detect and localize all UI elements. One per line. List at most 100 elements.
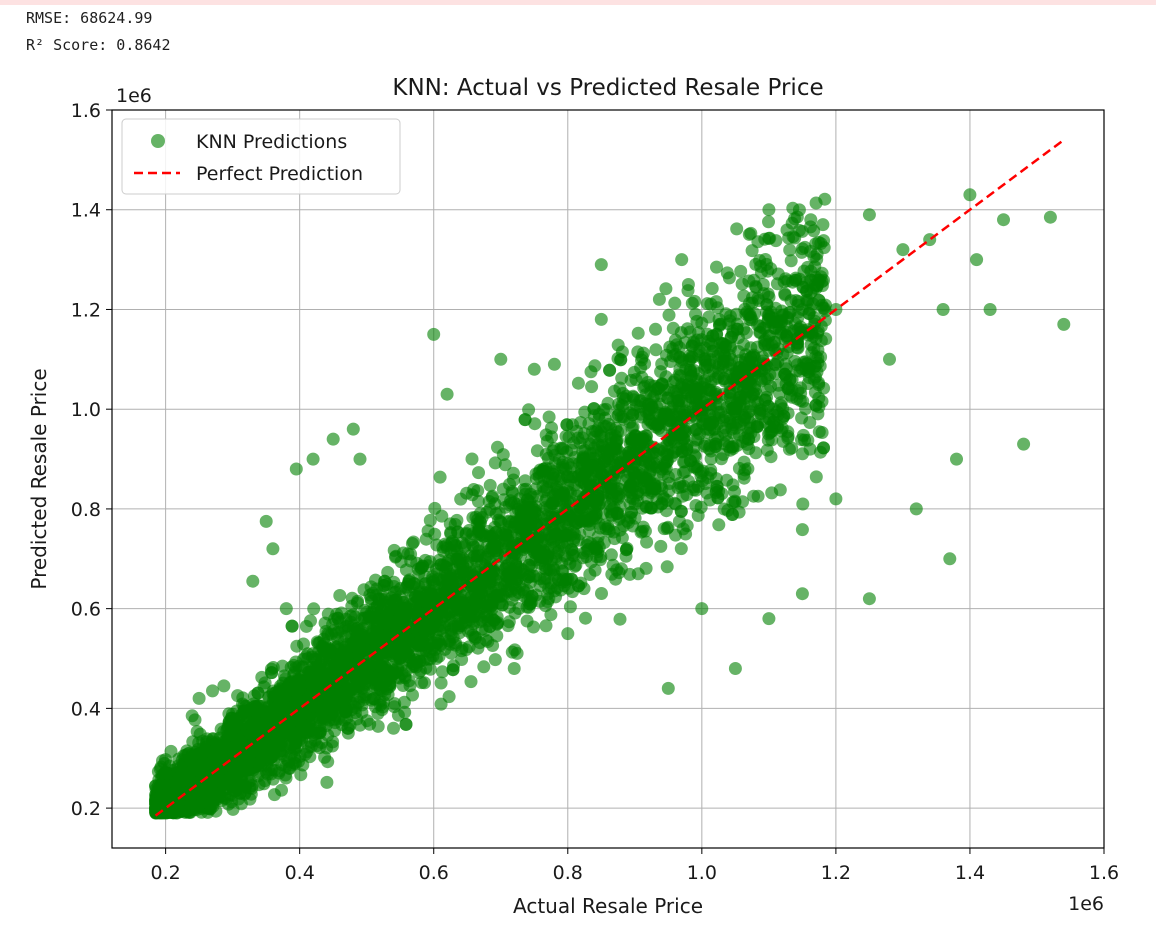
scatter-point [662, 308, 676, 322]
scatter-point [528, 417, 542, 431]
scatter-point [324, 627, 338, 641]
scatter-point [290, 639, 304, 653]
scatter-point [791, 336, 805, 350]
scatter-point [673, 362, 687, 376]
scatter-point [613, 523, 627, 537]
scatter-point [487, 564, 501, 578]
scatter-point [750, 420, 764, 434]
scatter-point [488, 456, 502, 470]
scatter-point [770, 277, 784, 291]
scatter-point [796, 428, 810, 442]
scatter-point [522, 570, 536, 584]
scatter-point [295, 708, 309, 722]
scatter-point [443, 637, 457, 651]
scatter-point [604, 548, 618, 562]
scatter-point [605, 567, 619, 581]
scatter-point [469, 510, 483, 524]
scatter-point [237, 704, 251, 718]
scatter-point [490, 617, 504, 631]
scatter-point [631, 326, 645, 340]
scatter-point [485, 599, 499, 613]
scatter-point [571, 376, 585, 390]
scatter-point [704, 467, 718, 480]
scatter-point [778, 367, 792, 381]
scatter-point [539, 619, 553, 633]
scatter-point [710, 479, 724, 493]
r2-output-line: R² Score: 0.8642 [26, 36, 171, 54]
scatter-point [477, 660, 491, 674]
scatter-point [746, 387, 760, 401]
scatter-point [654, 539, 668, 553]
scatter-point [530, 444, 544, 458]
scatter-point [756, 354, 770, 368]
scatter-point [674, 542, 688, 556]
scatter-point [387, 641, 401, 655]
scatter-point [472, 466, 485, 480]
scatter-point [780, 346, 794, 360]
scatter-point [233, 786, 247, 800]
scatter-point [285, 619, 299, 633]
scatter-point [796, 447, 809, 461]
scatter-point [751, 489, 765, 503]
scatter-point [724, 330, 738, 344]
scatter-point [674, 480, 688, 494]
scatter-point [595, 587, 608, 600]
scatter-point [343, 718, 357, 732]
scatter-point [631, 447, 645, 460]
scatter-point [244, 718, 258, 732]
scatter-point [444, 545, 458, 559]
scatter-point [391, 708, 405, 722]
scatter-point [638, 357, 652, 371]
scatter-point [424, 587, 438, 601]
scatter-point [649, 322, 662, 336]
scatter-point [565, 543, 578, 557]
scatter-point [614, 410, 628, 424]
scatter-point [730, 438, 744, 452]
scatter-point [591, 488, 605, 502]
scatter-point [568, 478, 582, 492]
scatter-point [435, 665, 449, 679]
scatter-point [673, 350, 687, 364]
scatter-point [369, 677, 383, 691]
scatter-point [496, 482, 510, 496]
scatter-point [560, 470, 574, 483]
scatter-point [518, 413, 532, 427]
scatter-point [812, 376, 826, 390]
scatter-point [565, 572, 578, 586]
scatter-point [356, 611, 370, 625]
scatter-point [742, 432, 756, 446]
scatter-point [663, 340, 677, 354]
scatter-point [159, 753, 173, 767]
scatter-point [449, 597, 463, 611]
scatter-point [669, 528, 682, 542]
rmse-output-line: RMSE: 68624.99 [26, 9, 153, 27]
scatter-point [399, 717, 413, 731]
scatter-point [489, 525, 503, 539]
scatter-point [613, 612, 627, 626]
scatter-point [465, 452, 479, 466]
scatter-point [758, 253, 772, 266]
scatter-point [416, 559, 430, 573]
scatter-point [816, 218, 830, 232]
scatter-point [252, 778, 266, 792]
scatter-point [765, 486, 779, 500]
scatter-point [530, 535, 544, 549]
scatter-point [519, 482, 533, 496]
scatter-point [412, 639, 425, 653]
scatter-point [795, 523, 809, 537]
scatter-point [798, 240, 812, 254]
scatter-point [236, 691, 250, 705]
scatter-point [472, 544, 486, 558]
scatter-point [502, 615, 516, 629]
scatter-point [265, 666, 279, 680]
scatter-point [347, 635, 361, 649]
scatter-point [588, 563, 602, 577]
scatter-point [423, 513, 437, 527]
scatter-point [763, 426, 777, 440]
scatter-point [355, 706, 369, 719]
scatter-point [704, 444, 718, 458]
scatter-point [760, 443, 774, 457]
scatter-point [730, 222, 744, 236]
scatter-point [771, 267, 785, 281]
scatter-point [657, 492, 671, 506]
